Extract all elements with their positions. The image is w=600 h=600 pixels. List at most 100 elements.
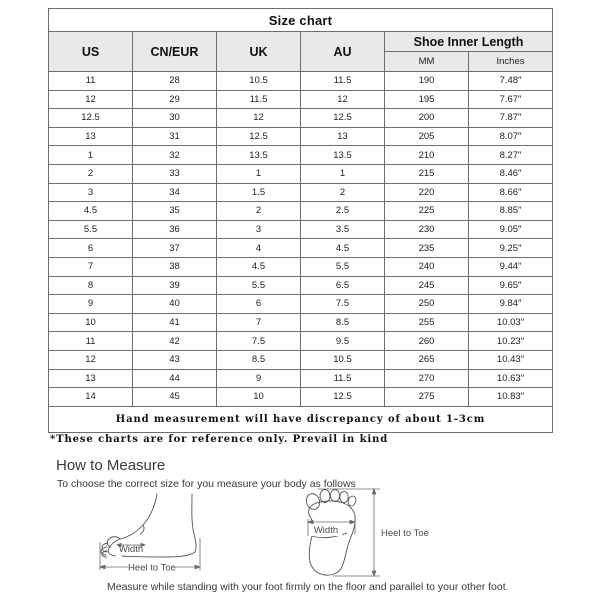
cell-mm: 205 bbox=[384, 126, 469, 147]
table-row: 12.5 30 12 12.5 200 7.87″ bbox=[48, 108, 553, 128]
cell-cn-eur: 42 bbox=[132, 331, 217, 351]
cell-mm: 255 bbox=[384, 312, 469, 333]
cell-mm: 230 bbox=[384, 219, 469, 240]
cell-mm: 200 bbox=[384, 108, 469, 128]
cell-mm: 270 bbox=[384, 368, 469, 389]
top-length-label: Heel to Toe bbox=[381, 528, 429, 539]
cell-au: 9.5 bbox=[300, 331, 385, 351]
cell-au: 2 bbox=[300, 182, 385, 203]
cell-cn-eur: 36 bbox=[132, 219, 217, 240]
cell-mm: 190 bbox=[384, 71, 469, 91]
cell-mm: 240 bbox=[384, 256, 469, 277]
cell-au: 12 bbox=[300, 89, 385, 110]
cell-us: 13 bbox=[48, 368, 133, 389]
cell-mm: 235 bbox=[384, 238, 469, 258]
bottom-caption: Measure while standing with your foot fi… bbox=[107, 581, 509, 593]
table-row: 8 39 5.5 6.5 245 9.65″ bbox=[48, 275, 553, 296]
cell-uk: 7 bbox=[216, 312, 301, 333]
table-row: 9 40 6 7.5 250 9.84″ bbox=[48, 294, 553, 314]
cell-us: 2 bbox=[48, 163, 133, 184]
side-length-label: Heel to Toe bbox=[128, 563, 176, 574]
column-header-cn-eur: CN/EUR bbox=[132, 31, 217, 72]
cell-inches: 7.67″ bbox=[468, 89, 553, 110]
cell-au: 5.5 bbox=[300, 256, 385, 277]
header-row-main: US CN/EUR UK AU Shoe Inner Length bbox=[48, 31, 553, 72]
cell-inches: 10.83″ bbox=[468, 387, 553, 407]
cell-au: 11.5 bbox=[300, 368, 385, 389]
cell-mm: 260 bbox=[384, 331, 469, 351]
cell-au: 2.5 bbox=[300, 201, 385, 221]
cell-us: 11 bbox=[48, 331, 133, 351]
cell-au: 7.5 bbox=[300, 294, 385, 314]
cell-inches: 9.25″ bbox=[468, 238, 553, 258]
table-row: 10 41 7 8.5 255 10.03″ bbox=[48, 312, 553, 333]
cell-mm: 265 bbox=[384, 349, 469, 370]
footer-note: Hand measurement will have discrepancy o… bbox=[48, 405, 553, 433]
column-header-uk: UK bbox=[216, 31, 301, 72]
footer-row: Hand measurement will have discrepancy o… bbox=[48, 405, 553, 433]
page-title: Size chart bbox=[48, 8, 553, 32]
cell-us: 6 bbox=[48, 238, 133, 258]
cell-inches: 9.05″ bbox=[468, 219, 553, 240]
cell-us: 10 bbox=[48, 312, 133, 333]
table-row: 3 34 1.5 2 220 8.66″ bbox=[48, 182, 553, 203]
foot-side-view-diagram: Width Heel to Toe bbox=[95, 492, 235, 577]
cell-au: 8.5 bbox=[300, 312, 385, 333]
size-chart-container: Size chart US CN/EUR UK AU Shoe Inner Le… bbox=[48, 8, 553, 433]
table-row: 12 43 8.5 10.5 265 10.43″ bbox=[48, 349, 553, 370]
cell-inches: 8.27″ bbox=[468, 145, 553, 165]
cell-us: 13 bbox=[48, 126, 133, 147]
table-head: Size chart US CN/EUR UK AU Shoe Inner Le… bbox=[48, 8, 553, 72]
table-row: 6 37 4 4.5 235 9.25″ bbox=[48, 238, 553, 258]
cell-au: 11.5 bbox=[300, 71, 385, 91]
title-row: Size chart bbox=[48, 8, 553, 32]
cell-inches: 9.44″ bbox=[468, 256, 553, 277]
table-row: 13 31 12.5 13 205 8.07″ bbox=[48, 126, 553, 147]
column-header-us: US bbox=[48, 31, 133, 72]
cell-cn-eur: 33 bbox=[132, 163, 217, 184]
cell-uk: 6 bbox=[216, 294, 301, 314]
cell-cn-eur: 28 bbox=[132, 71, 217, 91]
table-row: 1 32 13.5 13.5 210 8.27″ bbox=[48, 145, 553, 165]
cell-cn-eur: 29 bbox=[132, 89, 217, 110]
column-header-shoe-inner-length: Shoe Inner Length bbox=[384, 31, 553, 52]
cell-mm: 250 bbox=[384, 294, 469, 314]
cell-cn-eur: 38 bbox=[132, 256, 217, 277]
how-to-measure-subtitle: To choose the correct size for you measu… bbox=[57, 478, 356, 490]
cell-inches: 10.43″ bbox=[468, 349, 553, 370]
cell-inches: 10.63″ bbox=[468, 368, 553, 389]
reference-only-note: *These charts are for reference only. Pr… bbox=[50, 434, 389, 445]
cell-mm: 245 bbox=[384, 275, 469, 296]
cell-uk: 10.5 bbox=[216, 71, 301, 91]
column-header-inches: Inches bbox=[468, 51, 553, 72]
cell-mm: 215 bbox=[384, 163, 469, 184]
cell-inches: 9.65″ bbox=[468, 275, 553, 296]
top-width-label: Width bbox=[314, 525, 338, 536]
cell-au: 1 bbox=[300, 163, 385, 184]
table-row: 14 45 10 12.5 275 10.83″ bbox=[48, 387, 553, 407]
cell-inches: 7.48″ bbox=[468, 71, 553, 91]
cell-cn-eur: 44 bbox=[132, 368, 217, 389]
table-row: 11 28 10.5 11.5 190 7.48″ bbox=[48, 71, 553, 91]
cell-mm: 225 bbox=[384, 201, 469, 221]
cell-us: 12 bbox=[48, 349, 133, 370]
table-row: 12 29 11.5 12 195 7.67″ bbox=[48, 89, 553, 110]
cell-inches: 8.46″ bbox=[468, 163, 553, 184]
table-row: 5.5 36 3 3.5 230 9.05″ bbox=[48, 219, 553, 240]
cell-cn-eur: 40 bbox=[132, 294, 217, 314]
cell-uk: 12.5 bbox=[216, 126, 301, 147]
cell-au: 4.5 bbox=[300, 238, 385, 258]
cell-us: 11 bbox=[48, 71, 133, 91]
cell-us: 5.5 bbox=[48, 219, 133, 240]
cell-au: 3.5 bbox=[300, 219, 385, 240]
cell-us: 3 bbox=[48, 182, 133, 203]
cell-inches: 7.87″ bbox=[468, 108, 553, 128]
cell-cn-eur: 34 bbox=[132, 182, 217, 203]
column-header-au: AU bbox=[300, 31, 385, 72]
cell-inches: 10.23″ bbox=[468, 331, 553, 351]
cell-cn-eur: 32 bbox=[132, 145, 217, 165]
column-header-mm: MM bbox=[384, 51, 469, 72]
side-width-label: Width bbox=[119, 544, 143, 555]
cell-uk: 13.5 bbox=[216, 145, 301, 165]
cell-us: 12.5 bbox=[48, 108, 133, 128]
